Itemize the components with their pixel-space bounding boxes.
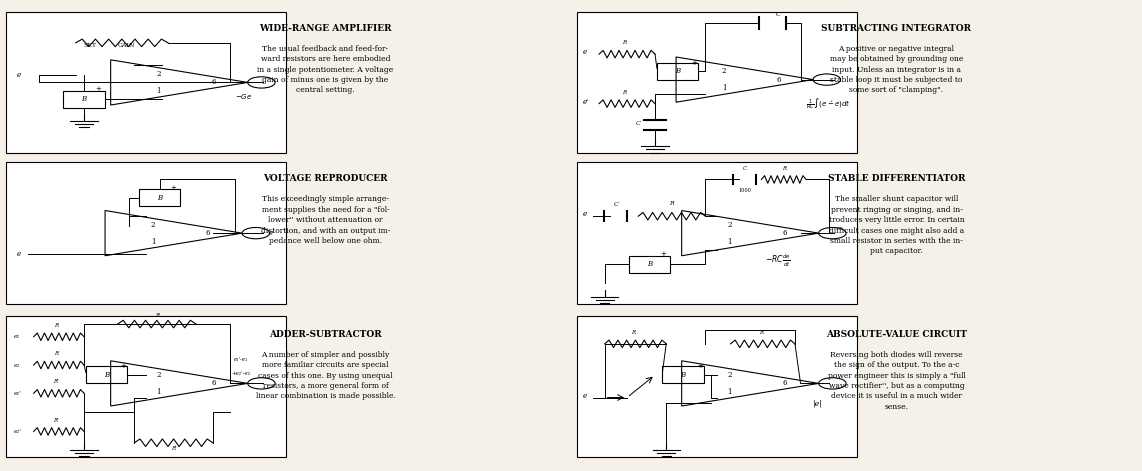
Text: +: + (697, 364, 702, 369)
Text: GAIN: GAIN (118, 43, 135, 48)
Text: B: B (81, 96, 87, 103)
FancyBboxPatch shape (6, 316, 286, 457)
Text: C: C (742, 166, 747, 171)
Text: e: e (582, 48, 587, 56)
Text: SUBTRACTING INTEGRATOR: SUBTRACTING INTEGRATOR (821, 24, 972, 32)
Text: STABLE DIFFERENTIATOR: STABLE DIFFERENTIATOR (828, 174, 965, 183)
Text: $-Ge$: $-Ge$ (235, 92, 252, 101)
Text: R: R (54, 323, 58, 328)
Text: e₁: e₁ (14, 334, 21, 339)
Text: 1000: 1000 (738, 188, 751, 193)
Text: $\frac{1}{RC}\int(e\'-e)dt$: $\frac{1}{RC}\int(e\'-e)dt$ (806, 96, 851, 111)
Text: 2: 2 (151, 221, 155, 228)
Text: +: + (120, 364, 126, 369)
Text: VOLTAGE REPRODUCER: VOLTAGE REPRODUCER (263, 174, 388, 183)
Text: R: R (622, 90, 626, 95)
Text: ADDER-SUBTRACTOR: ADDER-SUBTRACTOR (270, 330, 381, 339)
Text: 2: 2 (727, 371, 732, 379)
Text: R: R (630, 330, 635, 335)
Text: e: e (268, 229, 273, 237)
Text: 6: 6 (782, 229, 787, 237)
Text: +e₂'-e₂: +e₂'-e₂ (231, 371, 250, 376)
Text: R': R' (54, 380, 59, 384)
Text: 2: 2 (156, 70, 161, 78)
Text: 1: 1 (156, 388, 161, 396)
Text: B: B (646, 260, 652, 268)
Text: C: C (613, 203, 618, 207)
FancyBboxPatch shape (577, 162, 856, 304)
Text: 1: 1 (722, 84, 726, 92)
Text: e: e (17, 72, 21, 79)
Text: e₁'-e₁: e₁'-e₁ (234, 357, 248, 362)
Text: e': e' (582, 97, 588, 106)
Text: R: R (759, 330, 764, 335)
Text: Reversing both diodes will reverse
the sign of the output. To the a-c
power engi: Reversing both diodes will reverse the s… (828, 351, 965, 411)
Text: B: B (681, 371, 685, 379)
Text: 6: 6 (211, 380, 216, 387)
Text: R': R' (171, 446, 176, 451)
Text: A number of simpler and possibly
more familiar circuits are special
cases of thi: A number of simpler and possibly more fa… (256, 351, 395, 400)
Text: 1: 1 (156, 87, 161, 95)
Text: +: + (660, 252, 667, 257)
Text: +: + (170, 185, 177, 191)
Text: 1: 1 (151, 238, 155, 245)
Text: 2: 2 (727, 221, 732, 228)
FancyBboxPatch shape (577, 316, 856, 457)
Text: e: e (582, 391, 587, 399)
Text: 6: 6 (777, 76, 781, 83)
Text: e₂: e₂ (14, 363, 21, 367)
Text: e: e (582, 210, 587, 218)
Text: e₂': e₂' (14, 429, 22, 434)
Text: R: R (781, 166, 786, 171)
Text: R: R (54, 351, 58, 356)
FancyBboxPatch shape (6, 12, 286, 153)
Text: 6: 6 (782, 380, 787, 387)
Text: R: R (154, 313, 159, 318)
Text: The usual feedback and feed-for-
ward resistors are here embodied
in a single po: The usual feedback and feed-for- ward re… (257, 45, 394, 94)
Text: 1: 1 (727, 238, 732, 245)
FancyBboxPatch shape (577, 12, 856, 153)
Text: 2: 2 (156, 371, 161, 379)
Text: R: R (669, 201, 674, 206)
Text: 6: 6 (211, 79, 216, 86)
Text: The smaller shunt capacitor will
prevent ringing or singing, and in-
troduces ve: The smaller shunt capacitor will prevent… (829, 195, 964, 255)
Text: e₁': e₁' (14, 391, 22, 396)
Text: $-RC\frac{de}{dt}$: $-RC\frac{de}{dt}$ (765, 253, 791, 269)
Text: ABSOLUTE-VALUE CIRCUIT: ABSOLUTE-VALUE CIRCUIT (826, 330, 967, 339)
Text: WIDE-RANGE AMPLIFIER: WIDE-RANGE AMPLIFIER (259, 24, 392, 32)
Text: 6: 6 (206, 229, 210, 237)
Text: This exceedingly simple arrange-
ment supplies the need for a "fol-
lower'' with: This exceedingly simple arrange- ment su… (260, 195, 391, 245)
Text: B: B (158, 194, 162, 202)
Text: |e|: |e| (812, 399, 822, 407)
FancyBboxPatch shape (6, 162, 286, 304)
Text: C: C (775, 12, 780, 17)
Text: B: B (104, 371, 108, 379)
Text: R': R' (54, 418, 59, 422)
Text: C: C (636, 121, 641, 126)
Text: R: R (622, 41, 626, 45)
Text: 1: 1 (727, 388, 732, 396)
Text: SET: SET (83, 43, 96, 48)
Text: +: + (691, 60, 697, 65)
Text: e: e (17, 251, 21, 258)
Text: 2: 2 (722, 67, 726, 75)
Text: B: B (675, 67, 679, 75)
Text: A positive or negative integral
may be obtained by grounding one
input. Unless a: A positive or negative integral may be o… (830, 45, 963, 94)
Text: +: + (95, 87, 100, 92)
